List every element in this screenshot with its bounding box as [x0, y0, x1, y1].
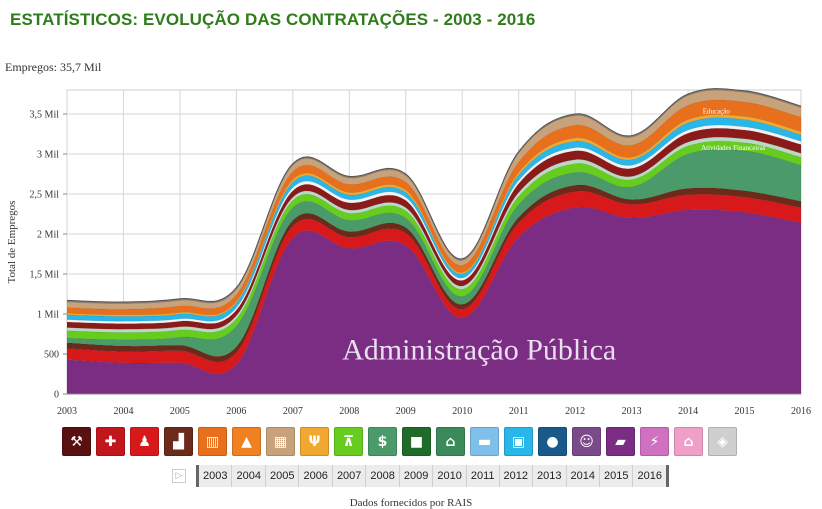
y-tick-label: 0 — [54, 390, 59, 401]
x-tick-label: 2009 — [396, 406, 416, 417]
timeline-years: 2003 2004 2005 2006 2007 2008 2009 2010 2011 2012… — [196, 465, 669, 487]
x-tick-label: 2015 — [735, 406, 755, 417]
stacked-area-chart: 0 500 1 Mil 1,5 Mil 2 Mil 2,5 Mil 3 Mil 3,5 Mil… — [6, 88, 811, 418]
x-tick-label: 2008 — [339, 406, 359, 417]
book-icon[interactable]: ▥ — [198, 427, 227, 456]
y-tick-label: 1,5 Mil — [30, 270, 60, 281]
energy-icon[interactable]: ⚡ — [640, 427, 669, 456]
area-series-4 — [66, 140, 802, 340]
area-series-11 — [66, 89, 802, 310]
x-tick-label: 2003 — [57, 406, 77, 417]
annotation-label: Atividades Financeiras — [701, 144, 766, 152]
chart-axes: 0 500 1 Mil 1,5 Mil 2 Mil 2,5 Mil 3 Mil 3,5 Mil… — [6, 110, 811, 418]
x-tick-label: 2004 — [113, 406, 133, 417]
finance-icon[interactable]: $ — [368, 427, 397, 456]
y-tick-label: 3 Mil — [37, 150, 59, 161]
timeline-year-2005[interactable]: 2005 — [266, 465, 300, 487]
page-title: ESTATÍSTICOS: EVOLUÇÃO DAS CONTRATAÇÕES … — [10, 10, 536, 29]
mining-icon[interactable]: ⚒ — [62, 427, 91, 456]
total-line — [66, 88, 802, 303]
timeline-year-2016[interactable]: 2016 — [637, 470, 662, 482]
area-series-6 — [66, 128, 802, 330]
annotation-label: Educação — [703, 107, 731, 115]
area-series-2 — [66, 184, 802, 363]
timeline-year-2007[interactable]: 2007 — [333, 465, 367, 487]
timeline-year-2012[interactable]: 2012 — [500, 465, 534, 487]
area-series-7 — [66, 124, 802, 324]
social-services-icon[interactable]: ♟ — [130, 427, 159, 456]
y-tick-label: 2 Mil — [37, 230, 59, 241]
other-box-icon[interactable]: ◈ — [708, 427, 737, 456]
timeline-year-2015[interactable]: 2015 — [600, 465, 634, 487]
x-tick-label: 2013 — [622, 406, 642, 417]
x-tick-label: 2006 — [226, 406, 246, 417]
timeline-year-2009[interactable]: 2009 — [400, 465, 434, 487]
agriculture-icon[interactable]: ■ — [402, 427, 431, 456]
area-series-5 — [66, 136, 802, 333]
total-employment-label: Empregos: 35,7 Mil — [5, 60, 102, 74]
industry-icon[interactable]: ▟ — [164, 427, 193, 456]
y-tick-label: 1 Mil — [37, 310, 59, 321]
lodging-icon[interactable]: ▰ — [606, 427, 635, 456]
area-series-1 — [66, 190, 802, 375]
timeline-year-2006[interactable]: 2006 — [299, 465, 333, 487]
y-axis-title: Total de Empregos — [6, 201, 18, 284]
house-icon[interactable]: ⌂ — [674, 427, 703, 456]
services-icon[interactable]: ▦ — [266, 427, 295, 456]
commerce-icon[interactable]: ▣ — [504, 427, 533, 456]
y-tick-label: 2,5 Mil — [30, 190, 60, 201]
chart-areas — [66, 88, 802, 395]
sector-icon-bar: ⚒ ✚ ♟ ▟ ▥ ▲ ▦ Ψ ⊼ $ ■ ⌂ ▬ ▣ ● ☺ ▰ ⚡ ⌂ ◈ — [62, 427, 737, 456]
area-series-8 — [66, 117, 802, 322]
x-tick-label: 2012 — [565, 406, 585, 417]
y-tick-label: 500 — [44, 350, 59, 361]
telecom-tower-icon[interactable]: ⊼ — [334, 427, 363, 456]
transport-truck-icon[interactable]: ▬ — [470, 427, 499, 456]
annotation-label: Administração Pública — [342, 333, 616, 366]
timeline-year-2003[interactable]: 2003 — [199, 465, 233, 487]
timeline-year-2011[interactable]: 2011 — [467, 465, 500, 487]
x-tick-label: 2016 — [791, 406, 811, 417]
x-tick-label: 2007 — [283, 406, 303, 417]
x-tick-label: 2014 — [678, 406, 698, 417]
data-source-note: Dados fornecidos por RAIS — [349, 497, 473, 509]
timeline-year-2013[interactable]: 2013 — [533, 465, 567, 487]
timeline-year-2014[interactable]: 2014 — [567, 465, 600, 487]
arts-masks-icon[interactable]: ☺ — [572, 427, 601, 456]
chart-annotations: Administração Pública Atividades Financei… — [342, 107, 766, 366]
x-tick-label: 2005 — [170, 406, 190, 417]
x-tick-label: 2011 — [509, 406, 529, 417]
water-drop-icon[interactable]: ● — [538, 427, 567, 456]
play-icon[interactable]: ▷ — [172, 469, 186, 483]
year-timeline: ▷ 2003 2004 2005 2006 2007 2008 2009 2010 2011 20… — [172, 465, 669, 487]
area-series-3 — [66, 148, 802, 357]
public-building-icon[interactable]: ⌂ — [436, 427, 465, 456]
y-tick-label: 3,5 Mil — [30, 110, 60, 121]
timeline-year-2008[interactable]: 2008 — [366, 465, 400, 487]
timeline-year-2004[interactable]: 2004 — [232, 465, 266, 487]
construction-cone-icon[interactable]: ▲ — [232, 427, 261, 456]
area-series-10 — [66, 99, 802, 316]
food-icon[interactable]: Ψ — [300, 427, 329, 456]
x-tick-label: 2010 — [452, 406, 472, 417]
area-series-9 — [66, 114, 802, 317]
health-icon[interactable]: ✚ — [96, 427, 125, 456]
timeline-year-2010[interactable]: 2010 — [433, 465, 467, 487]
